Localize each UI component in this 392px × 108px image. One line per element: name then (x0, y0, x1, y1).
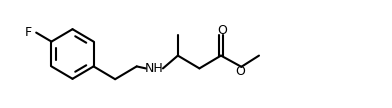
Text: F: F (24, 26, 31, 39)
Text: O: O (218, 24, 227, 37)
Text: NH: NH (145, 62, 164, 75)
Text: O: O (235, 65, 245, 78)
